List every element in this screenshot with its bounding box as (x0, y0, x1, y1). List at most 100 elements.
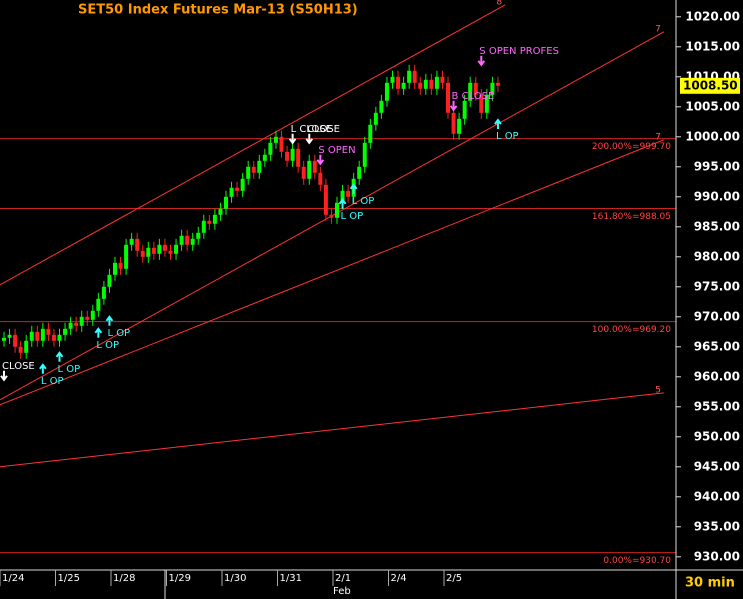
candle-body (124, 244, 129, 269)
candle-body (218, 208, 223, 215)
candle-body (251, 166, 256, 173)
candle-body (329, 214, 334, 218)
signal-arrow (55, 351, 64, 362)
candle-body (373, 112, 378, 125)
candle-body (429, 79, 434, 89)
candle-body (434, 76, 439, 89)
y-tick-label: 940.00 (694, 489, 740, 503)
candle-body (457, 118, 462, 134)
candle-body (279, 136, 284, 152)
signal-label: L OP (58, 364, 81, 375)
candle-body (495, 82, 500, 86)
candle-body (401, 82, 406, 89)
signal-arrow (94, 327, 103, 338)
candle-body (307, 160, 312, 179)
candle-body (440, 76, 445, 83)
candle-body (273, 136, 278, 143)
candle-body (446, 82, 450, 113)
y-tick-label: 980.00 (694, 249, 740, 263)
x-tick-label: 2/4 (391, 573, 407, 584)
candle-body (268, 142, 273, 155)
signal-arrow (494, 118, 502, 129)
month-label: Feb (333, 586, 351, 597)
candle-body (79, 316, 84, 326)
fib-label: 100.00%=969.20 (592, 325, 671, 335)
y-tick-label: 1005.00 (685, 99, 740, 113)
candle-body (285, 151, 290, 161)
signal-label: L OP (352, 196, 375, 207)
candle-body (390, 76, 395, 83)
candle-body (146, 247, 151, 257)
candle-body (451, 112, 456, 134)
y-tick-label: 945.00 (694, 459, 740, 473)
x-tick-label: 1/30 (224, 573, 246, 584)
y-tick-label: 1000.00 (685, 129, 740, 143)
y-tick-label: 990.00 (694, 189, 740, 203)
signal-label: L CLOSE (291, 124, 332, 135)
candle-body (346, 190, 351, 197)
candle-body (207, 220, 212, 224)
candle-body (296, 148, 301, 167)
y-tick-label: 975.00 (694, 279, 740, 293)
candle-body (196, 232, 201, 239)
candle-body (63, 328, 68, 335)
candle-body (68, 322, 73, 329)
candle-body (90, 310, 95, 320)
candle-body (174, 244, 179, 254)
candle-body (190, 238, 195, 245)
x-tick-label: 1/31 (280, 573, 302, 584)
y-tick-label: 930.00 (694, 549, 740, 563)
candle-body (412, 70, 417, 83)
signal-label: B CLOSE (452, 91, 495, 102)
candle-body (107, 274, 112, 287)
trendline (0, 4, 506, 286)
y-tick-label: 965.00 (694, 339, 740, 353)
candle-body (101, 286, 106, 299)
y-tick-label: 985.00 (694, 219, 740, 233)
x-tick-label: 1/25 (58, 573, 80, 584)
candle-body (407, 70, 412, 83)
x-tick-label: 2/5 (446, 573, 462, 584)
signal-label: S OPEN PROFES (479, 46, 559, 57)
chart-title: SET50 Index Futures Mar-13 (S50H13) (78, 3, 358, 18)
candle-body (162, 244, 167, 251)
candle-body (201, 220, 206, 233)
signal-arrow (316, 154, 325, 166)
signal-label: L OP (496, 131, 519, 142)
candle-body (468, 82, 473, 101)
candle-body (362, 142, 367, 167)
fib-label: 200.00%=999.70 (592, 142, 671, 152)
candle-body (312, 160, 317, 173)
y-tick-label: 970.00 (694, 309, 740, 323)
last-price-box (680, 77, 740, 94)
candle-body (140, 250, 145, 257)
candle-body (384, 82, 389, 101)
candle-body (113, 262, 117, 275)
signal-arrow (349, 183, 358, 194)
candle-body (85, 316, 90, 320)
candle-body (490, 82, 495, 95)
fib-label: 0.00%=930.70 (603, 556, 671, 566)
signal-arrow (338, 198, 347, 209)
candle-body (135, 238, 140, 251)
candle-body (473, 82, 478, 95)
signal-arrow (39, 363, 47, 374)
candle-body (40, 328, 45, 341)
x-tick-label: 1/29 (169, 573, 191, 584)
candle-body (396, 76, 401, 89)
trendline (0, 392, 664, 468)
candle-body (318, 172, 323, 185)
candle-body (479, 94, 484, 113)
candle-body (357, 166, 362, 179)
candle-body (423, 79, 428, 89)
candle-body (368, 124, 373, 143)
interval-label: 30 min (685, 576, 735, 591)
plot-area: 200.00%=999.70 161.80%=988.05 100.00%=969.… (0, 0, 676, 566)
candle-body (179, 235, 184, 245)
candle-body (290, 148, 295, 161)
candle-body (484, 94, 489, 113)
signal-arrow (449, 100, 458, 112)
y-tick-label: 950.00 (694, 429, 740, 443)
